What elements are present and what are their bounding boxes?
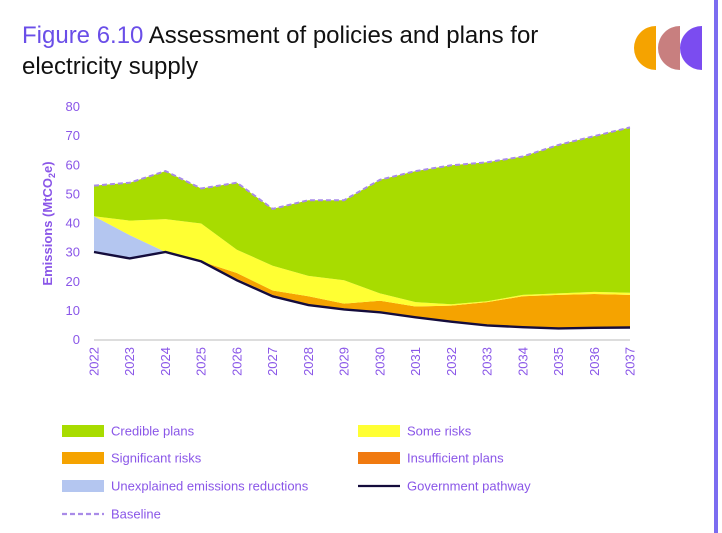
legend-item-credible-plans: Credible plans bbox=[62, 424, 195, 439]
x-tick-label: 2026 bbox=[229, 347, 244, 376]
y-axis-label: Emissions (MtCO2e) bbox=[40, 161, 57, 285]
legend-item-significant-risks: Significant risks bbox=[62, 451, 202, 466]
chart-areas bbox=[94, 127, 630, 329]
y-tick-label: 80 bbox=[66, 99, 80, 114]
legend-item-baseline: Baseline bbox=[62, 507, 161, 522]
chart-lines bbox=[93, 126, 631, 330]
legend-label: Unexplained emissions reductions bbox=[111, 479, 309, 494]
legend-swatch bbox=[62, 425, 104, 437]
area-significant-risks bbox=[94, 252, 630, 329]
x-tick-label: 2034 bbox=[515, 347, 530, 376]
legend-swatch bbox=[62, 452, 104, 464]
x-tick-label: 2030 bbox=[372, 347, 387, 376]
figure-title-text: Assessment of policies and plans for ele… bbox=[22, 22, 539, 80]
legend-item-unexplained-emissions-reductions: Unexplained emissions reductions bbox=[62, 479, 309, 494]
x-tick-label: 2037 bbox=[623, 347, 638, 376]
x-tick-label: 2027 bbox=[265, 347, 280, 376]
logo-shape-purple bbox=[680, 26, 702, 70]
chart-legend: Credible plans Some risks Significant risk… bbox=[62, 424, 531, 522]
x-tick-label: 2022 bbox=[87, 347, 102, 376]
x-tick-label: 2032 bbox=[444, 347, 459, 376]
x-tick-label: 2035 bbox=[551, 347, 566, 376]
x-tick-label: 2033 bbox=[480, 347, 495, 376]
logo-shape-orange bbox=[634, 26, 656, 70]
figure-label: Figure 6.10 bbox=[22, 22, 144, 49]
x-tick-label: 2025 bbox=[194, 347, 209, 376]
y-tick-label: 70 bbox=[66, 128, 80, 143]
legend-item-some-risks: Some risks bbox=[358, 424, 472, 439]
figure-title: Figure 6.10 Assessment of policies and p… bbox=[22, 20, 612, 82]
legend-label: Baseline bbox=[111, 507, 161, 522]
line-government-pathway bbox=[93, 250, 631, 330]
legend-label: Government pathway bbox=[407, 479, 531, 494]
legend-swatch bbox=[358, 425, 400, 437]
y-tick-label: 60 bbox=[66, 157, 80, 172]
y-tick-label: 10 bbox=[66, 303, 80, 318]
logo-shape-rose bbox=[658, 26, 680, 70]
x-tick-label: 2029 bbox=[337, 347, 352, 376]
y-tick-label: 30 bbox=[66, 245, 80, 260]
logo-icon bbox=[634, 26, 702, 70]
x-tick-label: 2036 bbox=[587, 347, 602, 376]
area-credible-plans bbox=[94, 127, 630, 305]
legend-swatch bbox=[358, 452, 400, 464]
y-tick-label: 20 bbox=[66, 274, 80, 289]
x-tick-label: 2023 bbox=[122, 347, 137, 376]
x-tick-label: 2024 bbox=[158, 347, 173, 376]
legend-swatch bbox=[62, 480, 104, 492]
legend-item-insufficient-plans: Insufficient plans bbox=[358, 451, 504, 466]
legend-label: Significant risks bbox=[111, 451, 202, 466]
x-tick-label: 2028 bbox=[301, 347, 316, 376]
legend-item-government-pathway: Government pathway bbox=[358, 479, 531, 494]
x-tick-label: 2031 bbox=[408, 347, 423, 376]
y-tick-label: 40 bbox=[66, 216, 80, 231]
legend-label: Insufficient plans bbox=[407, 451, 504, 466]
legend-label: Credible plans bbox=[111, 424, 195, 439]
y-tick-label: 0 bbox=[73, 332, 80, 347]
y-tick-label: 50 bbox=[66, 186, 80, 201]
legend-label: Some risks bbox=[407, 424, 472, 439]
